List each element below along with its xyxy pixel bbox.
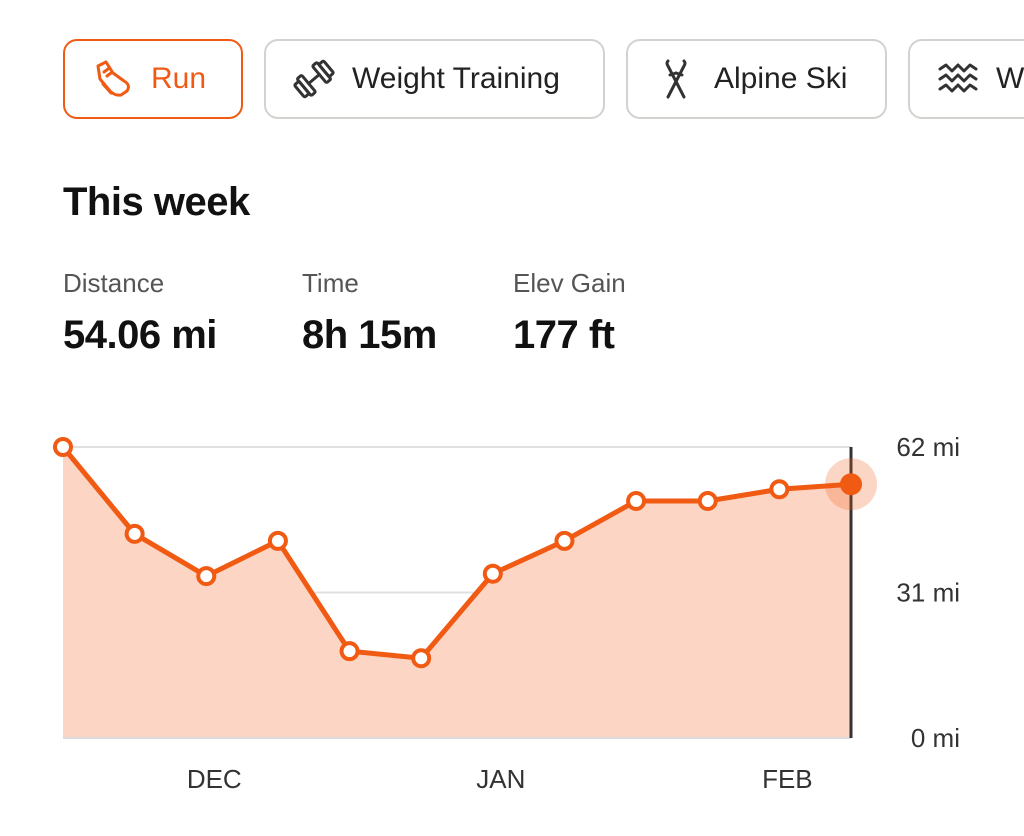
data-point xyxy=(554,530,575,551)
tab-alpine-ski[interactable]: Alpine Ski xyxy=(626,39,887,119)
data-point xyxy=(267,530,288,551)
data-point xyxy=(626,490,647,511)
x-tick-label: DEC xyxy=(187,764,242,794)
data-point xyxy=(53,437,73,457)
dumbbell-icon xyxy=(292,57,336,101)
data-point xyxy=(840,473,862,496)
waves-icon xyxy=(936,57,980,101)
stat-elev-gain: Elev Gain 177 ft xyxy=(513,268,626,358)
data-point xyxy=(769,479,790,500)
stat-label: Distance xyxy=(63,268,165,298)
x-tick-label: FEB xyxy=(762,764,813,794)
tab-weight-training[interactable]: Weight Training xyxy=(264,39,605,119)
data-point xyxy=(697,490,718,511)
data-point xyxy=(196,566,217,587)
data-point xyxy=(482,563,503,584)
y-tick-label: 0 mi xyxy=(911,723,960,753)
data-point xyxy=(411,648,432,669)
series-line xyxy=(60,444,854,661)
series-area xyxy=(63,447,851,738)
tab-label: Alpine Ski xyxy=(714,62,848,95)
stat-label: Elev Gain xyxy=(513,268,626,298)
tab-label: W xyxy=(996,62,1024,95)
activity-tabs: Run Weight Training Alpine Ski xyxy=(63,39,1024,123)
stat-value: 8h 15m xyxy=(302,313,437,357)
tab-label: Weight Training xyxy=(352,62,560,95)
stat-label: Time xyxy=(302,268,359,298)
data-point xyxy=(124,523,145,544)
stat-value: 177 ft xyxy=(513,313,615,357)
tab-water-sport[interactable]: W xyxy=(908,39,1024,119)
stat-value: 54.06 mi xyxy=(63,313,217,357)
x-tick-label: JAN xyxy=(476,764,525,794)
tab-run[interactable]: Run xyxy=(63,39,243,119)
running-shoe-icon xyxy=(91,57,135,101)
stat-distance: Distance 54.06 mi xyxy=(63,268,217,358)
tab-label: Run xyxy=(151,62,207,95)
y-tick-label: 62 mi xyxy=(896,432,960,462)
skis-icon xyxy=(654,57,698,101)
y-tick-label: 31 mi xyxy=(896,578,960,608)
stat-time: Time 8h 15m xyxy=(302,268,437,358)
data-point xyxy=(339,641,360,662)
weekly-distance-chart: 62 mi 31 mi 0 mi DEC JAN FEB xyxy=(53,432,960,794)
section-title: This week xyxy=(63,180,250,224)
